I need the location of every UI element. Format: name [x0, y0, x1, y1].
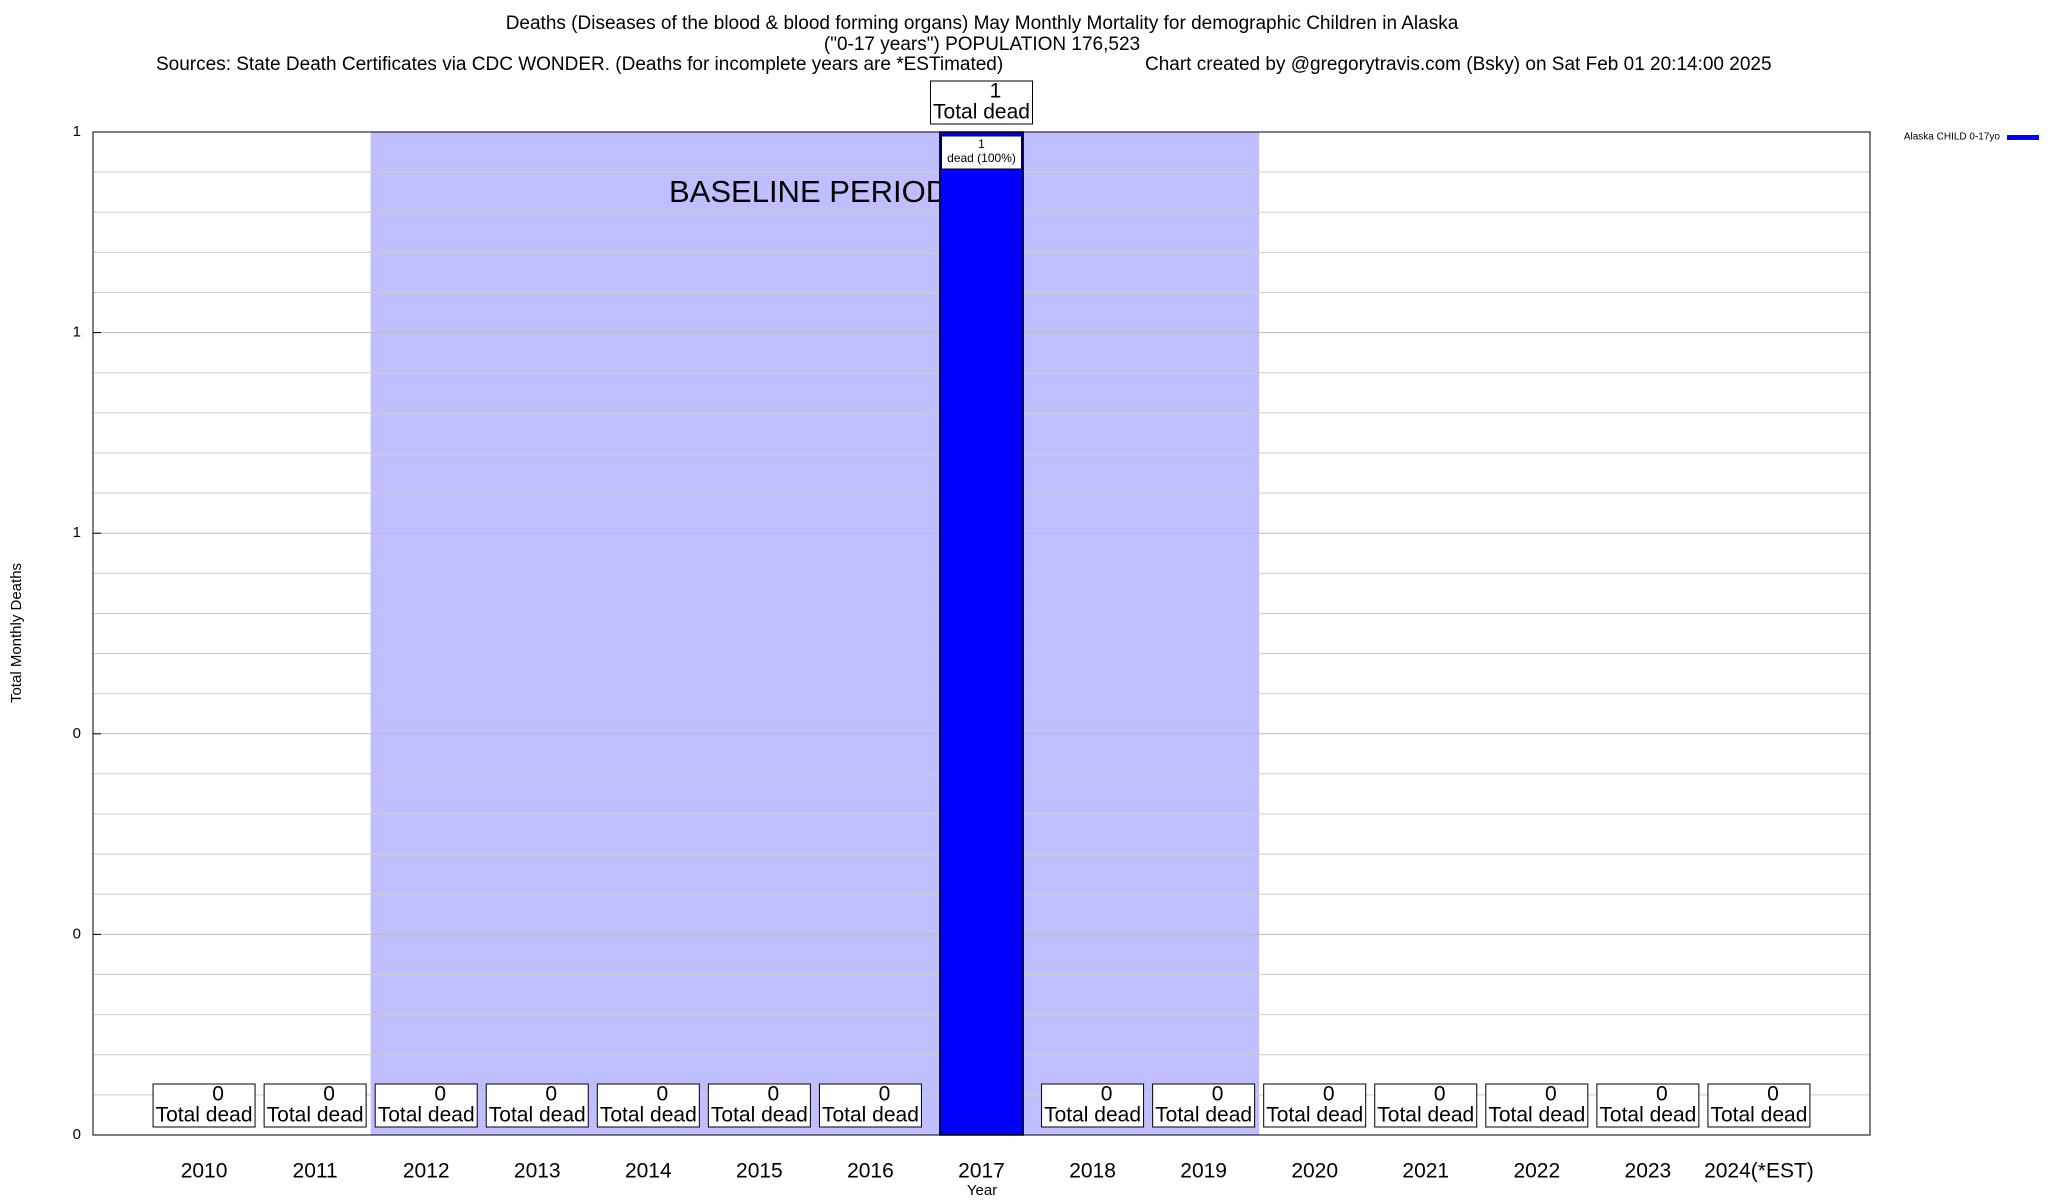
legend-swatch	[2007, 135, 2039, 140]
value-label: 0	[1101, 1083, 1113, 1106]
value-label-text: Total dead	[711, 1104, 808, 1127]
y-tick-label: 0	[73, 925, 81, 942]
bar	[939, 131, 1024, 1136]
x-axis-label: Year	[967, 1182, 997, 1199]
baseline-label: BASELINE PERIOD	[669, 174, 948, 209]
value-label-box	[263, 1083, 367, 1128]
x-tick-label: 2012	[403, 1160, 450, 1183]
value-label-box	[930, 80, 1033, 125]
value-label: 0	[1656, 1083, 1668, 1106]
chart-title: Deaths (Diseases of the blood & blood fo…	[506, 13, 1459, 34]
chart-subtitle: Sources: State Death Certificates via CD…	[156, 54, 1003, 75]
value-label: 0	[768, 1083, 780, 1106]
value-label-box	[374, 1083, 478, 1128]
x-tick-label: 2018	[1069, 1160, 1116, 1183]
value-label-box	[596, 1083, 700, 1128]
legend-label: Alaska CHILD 0-17yo	[1904, 132, 2001, 143]
x-tick-label: 2022	[1513, 1160, 1560, 1183]
y-tick-label: 1	[73, 324, 81, 341]
x-tick-label: 2015	[736, 1160, 783, 1183]
value-label-box	[1374, 1083, 1478, 1128]
value-label-text: Total dead	[489, 1104, 586, 1127]
y-tick-label: 0	[73, 1126, 81, 1143]
value-label-text: Total dead	[600, 1104, 697, 1127]
value-label-text: Total dead	[156, 1104, 253, 1127]
value-label-text: Total dead	[1266, 1104, 1363, 1127]
value-label-text: Total dead	[1377, 1104, 1474, 1127]
y-tick-label: 0	[73, 725, 81, 742]
value-label-text: Total dead	[822, 1104, 919, 1127]
value-label: 0	[879, 1083, 891, 1106]
x-tick-label: 2021	[1402, 1160, 1449, 1183]
value-label-box	[1263, 1083, 1367, 1128]
y-tick-label: 1	[73, 123, 81, 140]
value-label: 0	[1212, 1083, 1224, 1106]
value-label-text: Total dead	[1599, 1104, 1696, 1127]
baseline-region	[370, 132, 1260, 1135]
value-label-box	[485, 1083, 589, 1128]
value-label-text: Total dead	[933, 101, 1030, 124]
x-tick-label: 2017	[958, 1160, 1005, 1183]
x-tick-label: 2010	[181, 1160, 228, 1183]
y-tick-label: 1	[73, 524, 81, 541]
chart-title: ("0-17 years") POPULATION 176,523	[824, 34, 1140, 55]
value-label-box	[152, 1083, 256, 1128]
x-tick-label: 2014	[625, 1160, 672, 1183]
value-label-box	[1152, 1083, 1256, 1128]
value-label: 0	[434, 1083, 446, 1106]
value-label-box	[707, 1083, 811, 1128]
x-tick-label: 2019	[1180, 1160, 1227, 1183]
value-label: 1	[990, 80, 1002, 103]
value-label: 0	[1545, 1083, 1557, 1106]
value-label: 0	[1767, 1083, 1779, 1106]
x-tick-label: 2023	[1625, 1160, 1672, 1183]
inner-label-value: 1	[978, 137, 985, 151]
value-label: 0	[1434, 1083, 1446, 1106]
value-label-box	[1041, 1083, 1145, 1128]
value-label-text: Total dead	[1488, 1104, 1585, 1127]
value-label: 0	[545, 1083, 557, 1106]
y-axis-label: Total Monthly Deaths	[8, 563, 25, 703]
value-label-text: Total dead	[1710, 1104, 1807, 1127]
value-label-box	[1596, 1083, 1700, 1128]
x-tick-label: 2016	[847, 1160, 894, 1183]
x-tick-label: 2013	[514, 1160, 561, 1183]
x-tick-label: 2020	[1291, 1160, 1338, 1183]
value-label-text: Total dead	[1044, 1104, 1141, 1127]
inner-label-box	[941, 135, 1022, 170]
value-label-text: Total dead	[378, 1104, 475, 1127]
chart-credit: Chart created by @gregorytravis.com (Bsk…	[1145, 54, 1772, 75]
value-label: 0	[1323, 1083, 1335, 1106]
x-tick-label: 2011	[293, 1160, 338, 1183]
value-label-box	[818, 1083, 922, 1128]
value-label: 0	[212, 1083, 224, 1106]
inner-label: dead (100%)	[947, 151, 1016, 165]
plot-frame	[92, 131, 1871, 1136]
value-label-text: Total dead	[1155, 1104, 1252, 1127]
x-tick-label: 2024(*EST)	[1704, 1160, 1814, 1183]
value-label-box	[1707, 1083, 1811, 1128]
value-label-text: Total dead	[267, 1104, 364, 1127]
value-label: 0	[323, 1083, 335, 1106]
value-label: 0	[656, 1083, 668, 1106]
value-label-box	[1485, 1083, 1589, 1128]
